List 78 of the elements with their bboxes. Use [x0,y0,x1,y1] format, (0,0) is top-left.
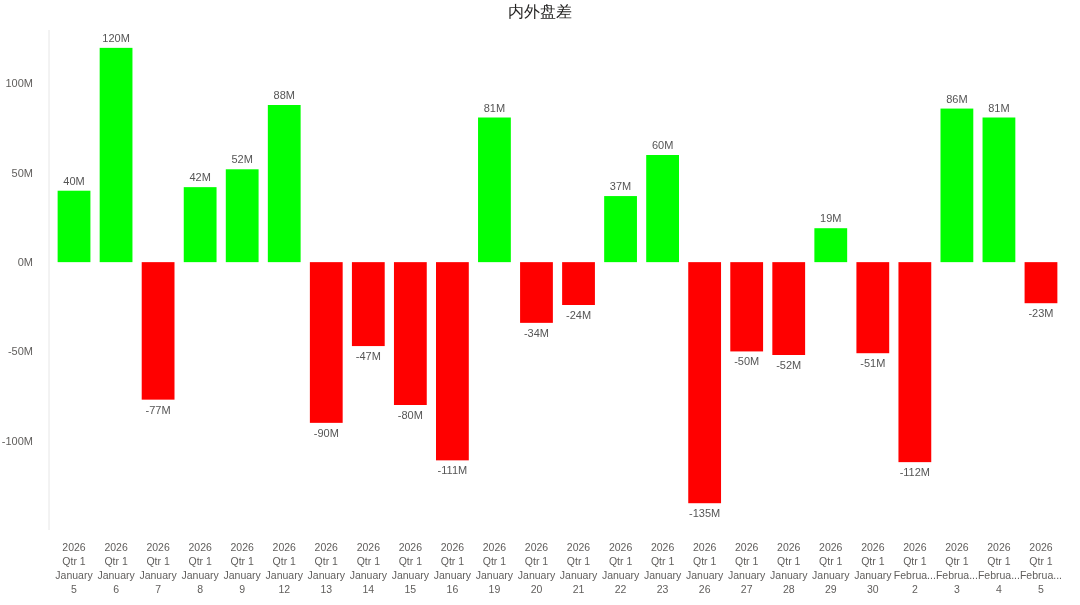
data-label: 88M [273,89,295,101]
x-tick-label: 2026 Qtr 1 January 29 [812,541,851,595]
x-tick-label: 2026 Qtr 1 January 16 [433,541,472,595]
data-label: -52M [776,359,802,371]
data-label: -135M [689,507,721,520]
bar [520,262,553,323]
data-label: -90M [313,426,339,439]
bar [267,105,301,263]
bar [772,262,806,355]
x-tick-label: 2026 Qtr 1 Februa... 2 [893,541,936,595]
x-tick-label: 2026 Qtr 1 January 12 [265,541,304,595]
bar [814,228,848,263]
bar [982,117,1016,263]
x-tick-label: 2026 Qtr 1 January 30 [854,541,893,595]
bar [1024,262,1058,304]
bar [898,262,932,463]
bar [730,262,764,352]
x-tick-label: 2026 Qtr 1 January 27 [728,541,767,595]
x-tick-label: 2026 Qtr 1 January 8 [181,541,220,595]
x-tick-label: 2026 Qtr 1 January 23 [643,541,683,595]
data-label: -80M [397,409,423,421]
x-tick-label: 2026 Qtr 1 January 7 [139,541,178,595]
bar [309,262,343,423]
x-tick-label: 2026 Qtr 1 January 14 [349,541,388,595]
x-tick-label: 2026 Qtr 1 January 6 [97,541,136,595]
data-label: 60M [651,139,674,151]
data-label: 120M [102,31,130,44]
data-label: 81M [483,101,506,114]
data-label: 19M [820,212,842,225]
x-tick-label: 2026 Qtr 1 Februa... 3 [935,541,978,595]
bar [183,187,217,263]
chart-title: 内外盘差 [508,3,572,20]
bar [351,262,385,347]
x-tick-label: 2026 Qtr 1 January 28 [770,541,809,595]
bar [856,262,890,354]
x-tick-label: 2026 Qtr 1 January 22 [601,541,640,595]
bar [436,262,469,461]
bar [99,47,133,263]
bar [141,262,175,400]
x-tick-label: 2026 Qtr 1 January 19 [475,541,514,595]
x-tick-label: 2026 Qtr 1 January 15 [391,541,430,595]
bar [57,190,91,263]
data-label: -24M [565,309,592,321]
data-label: 42M [189,171,211,184]
bar [225,169,259,263]
x-tick-label: 2026 Qtr 1 January 21 [559,541,598,595]
data-label: 86M [946,92,968,105]
x-tick-label: 2026 Qtr 1 Februa... 4 [977,541,1020,595]
data-label: -23M [1028,307,1054,320]
data-label: 40M [63,174,85,187]
bar [478,117,511,263]
data-label: -34M [523,326,550,339]
data-label: 37M [609,180,632,193]
data-label: -111M [437,464,468,477]
y-tick-label: -50M [7,345,33,358]
x-tick-label: 2026 Qtr 1 Februa... 5 [1019,541,1062,595]
x-tick-label: 2026 Qtr 1 January 26 [685,541,725,595]
bar [646,155,679,263]
data-label: 81M [988,101,1010,114]
bar [562,262,595,305]
data-label: -50M [734,355,760,368]
x-tick-label: 2026 Qtr 1 January 5 [55,541,94,595]
data-label: -51M [860,357,886,370]
y-tick-label: -100M [1,434,33,447]
data-label: 52M [231,153,253,166]
x-tick-label: 2026 Qtr 1 January 9 [223,541,262,595]
bar [393,262,427,405]
x-tick-label: 2026 Qtr 1 January 20 [517,541,556,595]
y-tick-label: 100M [5,77,33,90]
data-label: -47M [355,350,381,363]
bar [940,108,974,263]
x-tick-label: 2026 Qtr 1 January 13 [307,541,346,595]
bar [688,262,722,504]
y-tick-label: 0M [17,255,33,268]
y-tick-label: 50M [11,166,33,179]
data-label: -77M [145,403,171,416]
data-label: -112M [899,466,931,479]
bar [604,196,637,263]
